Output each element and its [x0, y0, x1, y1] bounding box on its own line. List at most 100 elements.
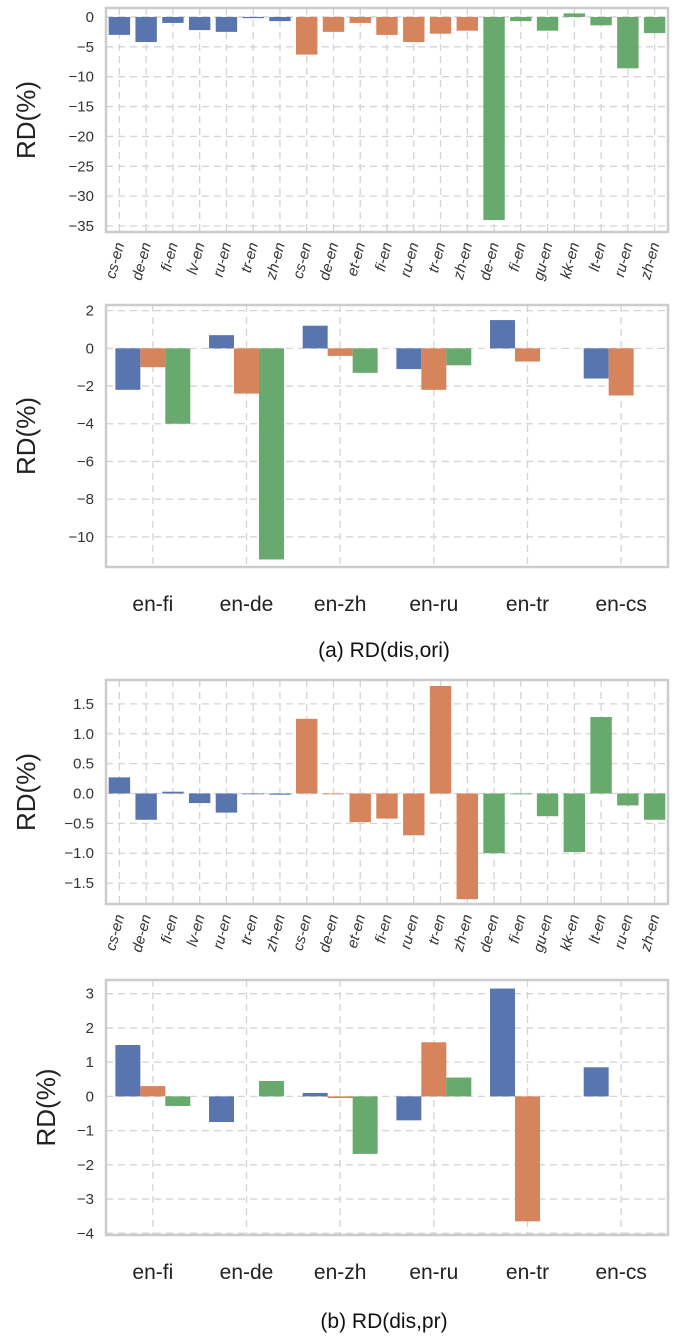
y-tick-label: 0 — [86, 9, 94, 26]
bar — [242, 793, 264, 795]
x-tick-label: de-en — [316, 913, 342, 954]
bar — [215, 16, 238, 32]
bar — [446, 348, 472, 366]
bar — [590, 717, 612, 794]
bar — [617, 16, 639, 69]
x-tick-label: cs-en — [290, 241, 316, 281]
bar — [510, 16, 532, 22]
x-tick-label: fi-en — [158, 241, 182, 274]
bar — [446, 1077, 472, 1097]
bar — [234, 348, 259, 394]
x-tick-label: lv-en — [184, 241, 209, 277]
x-tick-label: fi-en — [158, 913, 182, 946]
y-tick-label: −4 — [77, 1225, 94, 1242]
x-tick-label: ru-en — [397, 241, 422, 279]
bar — [396, 1096, 422, 1121]
x-tick-label: tr-en — [238, 913, 262, 947]
y-tick-label: −30 — [69, 188, 94, 205]
x-tick-label: ru-en — [210, 913, 235, 951]
bar — [135, 16, 157, 43]
panel-b-top-chart: 1.51.00.50.0−0.5−1.0−1.5RD(%)cs-en de-en f… — [11, 678, 670, 955]
y-axis-label: RD(%) — [11, 753, 41, 831]
y-tick-label: −4 — [77, 416, 94, 433]
bar — [349, 793, 371, 823]
bar — [258, 348, 284, 560]
x-tick-label: tr-en — [425, 913, 449, 947]
bar — [421, 348, 447, 390]
x-tick-label: lt-en — [586, 913, 610, 946]
bar — [563, 793, 586, 853]
y-tick-label: −0.5 — [64, 815, 94, 832]
bar — [108, 16, 131, 35]
y-tick-label: −35 — [69, 218, 94, 235]
x-category-label: en-ru — [409, 593, 458, 616]
x-tick-label: fi-en — [372, 913, 396, 946]
plot-frame — [104, 678, 670, 906]
bar — [483, 16, 505, 221]
bar — [536, 793, 559, 817]
bar — [302, 1092, 328, 1097]
x-tick-label: cs-en — [102, 913, 128, 953]
bar — [563, 13, 586, 17]
x-category-label: en-de — [220, 593, 274, 616]
x-tick-label: zh-en — [450, 913, 476, 955]
bar — [583, 1067, 609, 1097]
caption-b: (b) RD(dis,pr) — [320, 1310, 447, 1333]
bar — [376, 16, 398, 35]
bar — [515, 348, 540, 362]
y-tick-label: −6 — [77, 453, 94, 470]
x-tick-label: gu-en — [530, 913, 556, 954]
x-tick-label: de-en — [129, 913, 155, 954]
y-axis-label: RD(%) — [11, 397, 41, 475]
x-tick-label: tr-en — [238, 241, 262, 275]
bar — [515, 1096, 540, 1222]
bar — [349, 16, 371, 23]
x-tick-label: fi-en — [372, 241, 396, 274]
x-tick-label: kk-en — [557, 913, 583, 953]
bar — [188, 16, 211, 31]
x-tick-label: ru-en — [397, 913, 422, 951]
y-tick-label: 3 — [86, 986, 94, 1003]
x-tick-label: de-en — [477, 241, 503, 282]
bar — [215, 793, 238, 813]
y-tick-label: −15 — [69, 99, 94, 116]
y-tick-label: 0.5 — [73, 756, 94, 773]
y-tick-label: −10 — [69, 69, 94, 86]
bar — [115, 348, 141, 390]
bar — [536, 16, 559, 31]
x-category-label: en-ru — [409, 1261, 458, 1284]
bar — [429, 685, 452, 794]
plot-area — [106, 305, 668, 567]
y-tick-label: −10 — [69, 529, 94, 546]
x-category-label: en-fi — [132, 1261, 173, 1284]
bar — [165, 1096, 191, 1106]
bar — [162, 791, 184, 794]
y-tick-label: 0 — [86, 1088, 94, 1105]
y-tick-label: −3 — [77, 1191, 94, 1208]
x-tick-label: lv-en — [184, 913, 209, 949]
bar — [352, 348, 378, 373]
x-tick-label: zh-en — [637, 241, 663, 283]
y-tick-label: −8 — [77, 491, 94, 508]
plot-frame — [104, 303, 670, 569]
bar — [269, 16, 291, 22]
y-tick-label: 2 — [86, 1020, 94, 1037]
x-tick-label: zh-en — [262, 241, 288, 283]
bar — [162, 16, 184, 23]
bar — [296, 16, 318, 55]
caption-a: (a) RD(dis,ori) — [318, 639, 450, 662]
plot-area — [106, 980, 668, 1235]
x-tick-label: ru-en — [611, 913, 636, 951]
bar — [302, 325, 328, 349]
x-category-label: en-fi — [132, 593, 173, 616]
bar — [352, 1096, 378, 1154]
x-tick-label: tr-en — [425, 241, 449, 275]
bar — [322, 16, 345, 32]
y-tick-label: −2 — [77, 378, 94, 395]
y-tick-label: 0 — [86, 340, 94, 357]
bar — [403, 793, 425, 836]
bar — [327, 348, 353, 356]
x-tick-label: zh-en — [637, 913, 663, 955]
x-tick-label: et-en — [344, 241, 369, 278]
